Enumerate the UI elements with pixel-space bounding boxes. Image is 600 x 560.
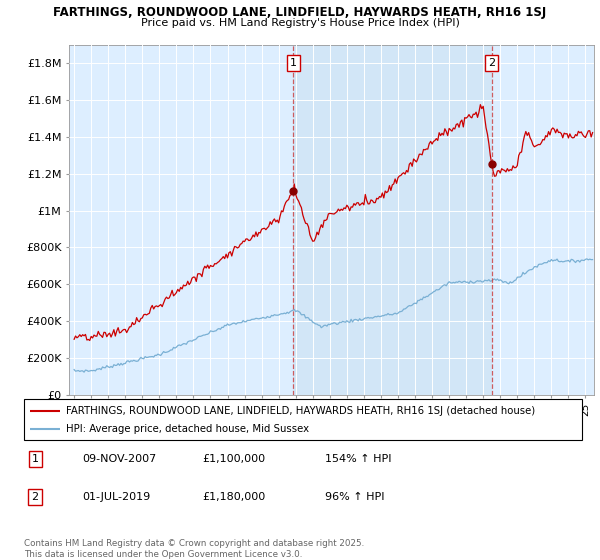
Text: 96% ↑ HPI: 96% ↑ HPI	[325, 492, 385, 502]
Text: £1,180,000: £1,180,000	[203, 492, 266, 502]
Text: FARTHINGS, ROUNDWOOD LANE, LINDFIELD, HAYWARDS HEATH, RH16 1SJ (detached house): FARTHINGS, ROUNDWOOD LANE, LINDFIELD, HA…	[66, 405, 535, 416]
Text: FARTHINGS, ROUNDWOOD LANE, LINDFIELD, HAYWARDS HEATH, RH16 1SJ: FARTHINGS, ROUNDWOOD LANE, LINDFIELD, HA…	[53, 6, 547, 18]
Text: £1,100,000: £1,100,000	[203, 454, 266, 464]
Text: 1: 1	[32, 454, 38, 464]
Text: Price paid vs. HM Land Registry's House Price Index (HPI): Price paid vs. HM Land Registry's House …	[140, 18, 460, 28]
Text: 1: 1	[290, 58, 297, 68]
Text: 2: 2	[32, 492, 39, 502]
Text: 01-JUL-2019: 01-JUL-2019	[83, 492, 151, 502]
Text: Contains HM Land Registry data © Crown copyright and database right 2025.
This d: Contains HM Land Registry data © Crown c…	[24, 539, 364, 559]
Bar	[293, 45, 492, 395]
Text: 09-NOV-2007: 09-NOV-2007	[83, 454, 157, 464]
Text: 2: 2	[488, 58, 495, 68]
Text: HPI: Average price, detached house, Mid Sussex: HPI: Average price, detached house, Mid …	[66, 424, 309, 434]
Text: 154% ↑ HPI: 154% ↑ HPI	[325, 454, 392, 464]
